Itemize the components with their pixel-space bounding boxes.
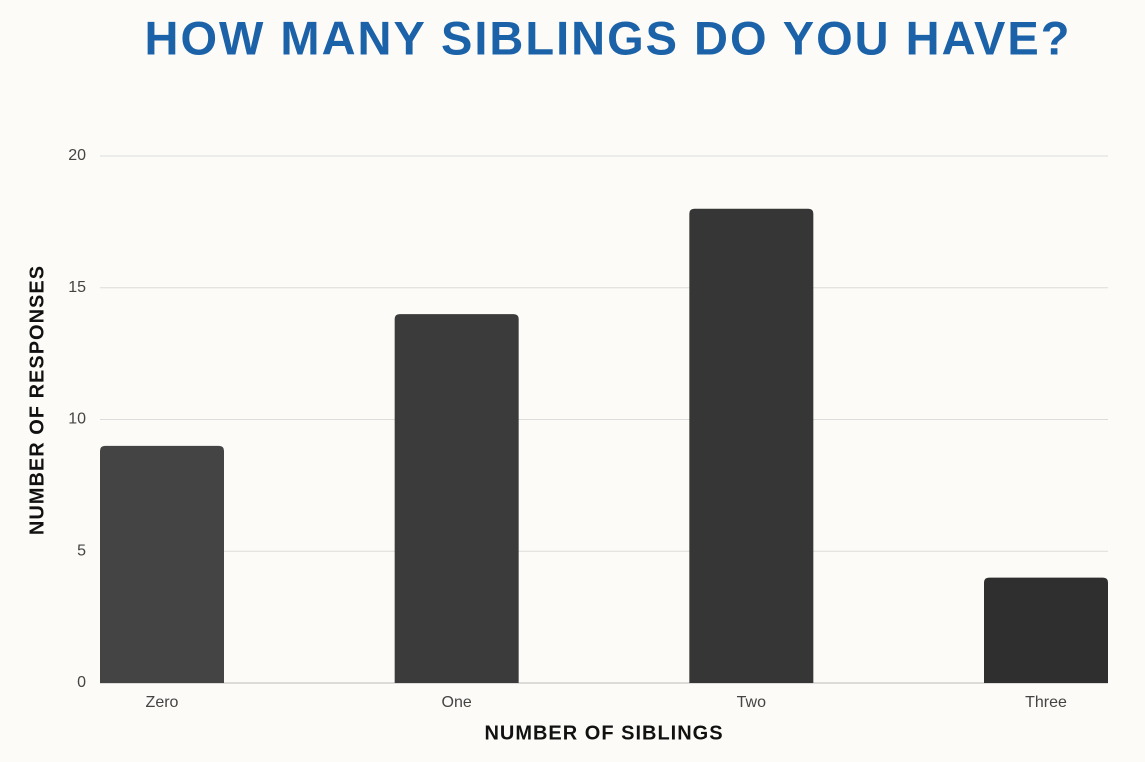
x-axis-title: NUMBER OF SIBLINGS	[484, 722, 723, 744]
chart-title: HOW MANY SIBLINGS DO YOU HAVE?	[145, 11, 1072, 64]
x-tick-label: Zero	[146, 694, 179, 711]
y-tick-label: 20	[68, 147, 86, 164]
y-tick-label: 5	[77, 542, 86, 559]
y-tick-label: 0	[77, 674, 86, 691]
y-tick-label: 10	[68, 411, 86, 428]
x-tick-label: Three	[1025, 694, 1067, 711]
bar	[100, 445, 224, 683]
x-tick-label: One	[442, 694, 472, 711]
y-axis-title: NUMBER OF RESPONSES	[26, 265, 48, 535]
bar	[984, 577, 1108, 683]
x-tick-label: Two	[737, 694, 766, 711]
y-tick-label: 15	[68, 279, 86, 296]
bar	[394, 314, 519, 683]
bar	[689, 208, 814, 683]
